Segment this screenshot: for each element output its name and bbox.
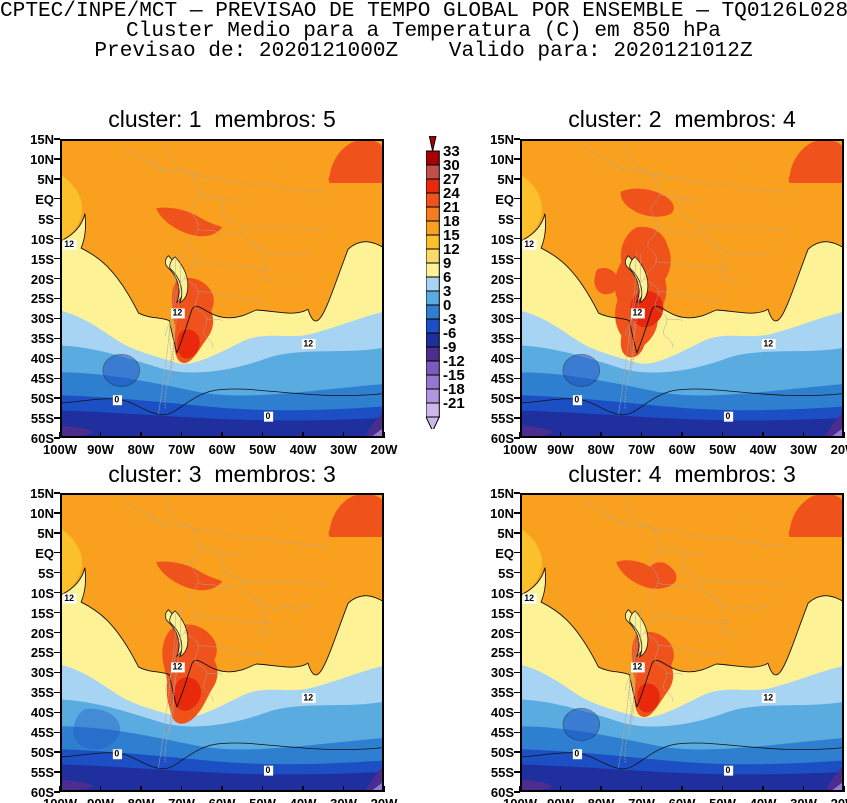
svg-text:0: 0: [726, 411, 731, 421]
svg-text:12: 12: [633, 308, 643, 318]
svg-text:0: 0: [114, 395, 119, 405]
svg-text:0: 0: [726, 765, 731, 775]
svg-text:12: 12: [173, 662, 183, 672]
svg-text:12: 12: [173, 308, 183, 318]
svg-text:12: 12: [633, 662, 643, 672]
svg-text:12: 12: [303, 338, 313, 348]
svg-text:-21: -21: [443, 395, 465, 412]
svg-text:12: 12: [524, 239, 534, 249]
svg-text:0: 0: [266, 411, 271, 421]
svg-text:12: 12: [64, 593, 74, 603]
svg-text:12: 12: [763, 692, 773, 702]
svg-text:12: 12: [524, 593, 534, 603]
svg-text:0: 0: [114, 749, 119, 759]
svg-text:12: 12: [763, 338, 773, 348]
svg-text:0: 0: [574, 749, 579, 759]
svg-text:0: 0: [574, 395, 579, 405]
svg-text:12: 12: [303, 692, 313, 702]
svg-text:0: 0: [266, 765, 271, 775]
svg-text:12: 12: [64, 239, 74, 249]
